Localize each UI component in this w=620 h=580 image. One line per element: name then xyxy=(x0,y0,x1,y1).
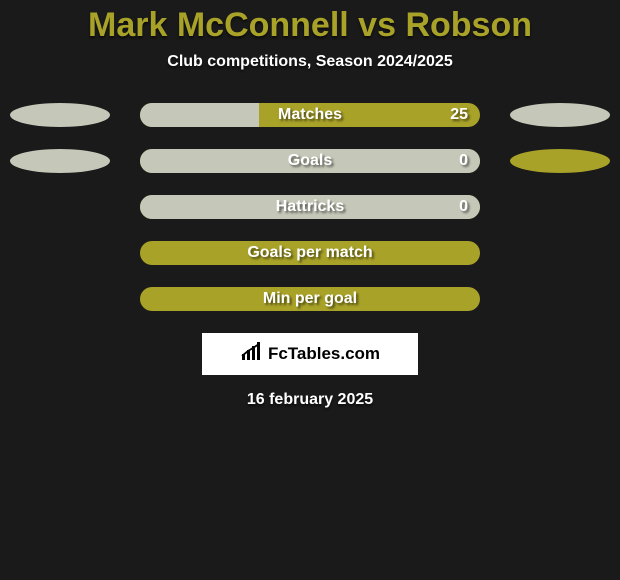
subtitle: Club competitions, Season 2024/2025 xyxy=(0,53,620,71)
stat-value: 0 xyxy=(459,152,468,170)
stat-bar: Goals per match xyxy=(140,241,480,265)
stat-label: Min per goal xyxy=(140,290,480,308)
stat-bar: Goals0 xyxy=(140,149,480,173)
stat-row: Hattricks0 xyxy=(0,195,620,219)
stat-row: Min per goal xyxy=(0,287,620,311)
page-title: Mark McConnell vs Robson xyxy=(0,0,620,45)
stat-bar: Matches25 xyxy=(140,103,480,127)
stat-label: Matches xyxy=(140,106,480,124)
stat-value: 0 xyxy=(459,198,468,216)
stat-row: Matches25 xyxy=(0,103,620,127)
decorative-ellipse xyxy=(510,149,610,173)
stats-area: Matches25Goals0Hattricks0Goals per match… xyxy=(0,103,620,311)
stat-label: Goals xyxy=(140,152,480,170)
date-text: 16 february 2025 xyxy=(0,391,620,409)
chart-icon xyxy=(240,342,266,367)
attribution-box: FcTables.com xyxy=(202,333,418,375)
stat-row: Goals0 xyxy=(0,149,620,173)
decorative-ellipse xyxy=(10,149,110,173)
decorative-ellipse xyxy=(510,103,610,127)
stat-label: Hattricks xyxy=(140,198,480,216)
stat-bar: Hattricks0 xyxy=(140,195,480,219)
stat-value: 25 xyxy=(450,106,468,124)
attribution-text: FcTables.com xyxy=(268,344,380,364)
stat-bar: Min per goal xyxy=(140,287,480,311)
decorative-ellipse xyxy=(10,103,110,127)
stat-label: Goals per match xyxy=(140,244,480,262)
stat-row: Goals per match xyxy=(0,241,620,265)
